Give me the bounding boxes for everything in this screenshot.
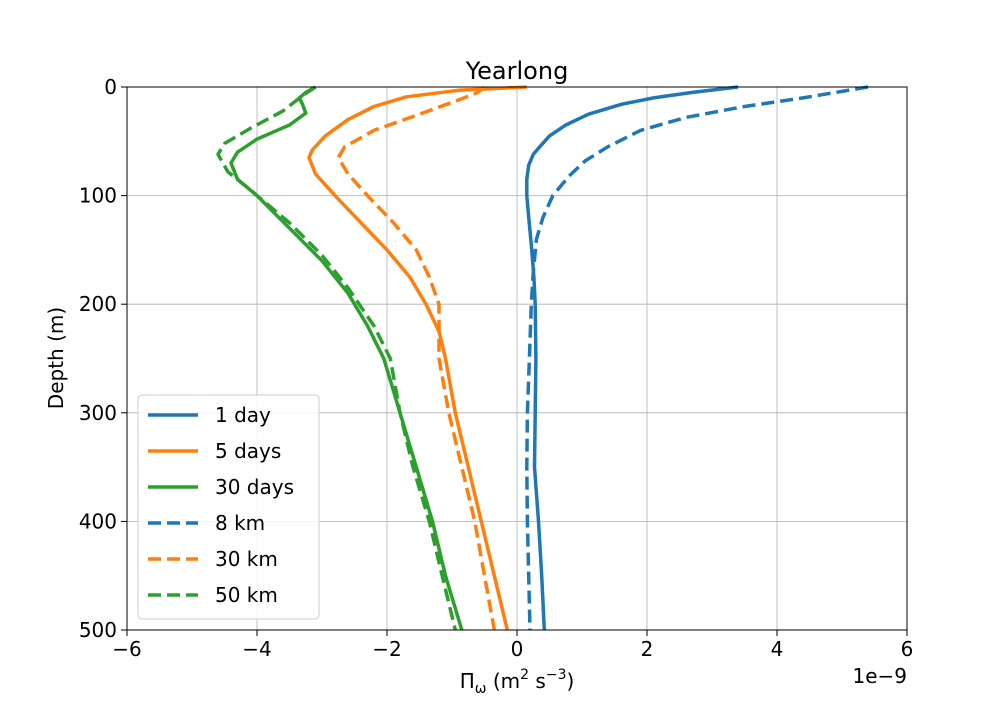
y-axis-label: Depth (m)	[44, 307, 68, 409]
y-axis-ticks: 0 100 200 300 400 500	[79, 75, 127, 642]
legend: 1 day 5 days 30 days 8 km 30 km 50 km	[137, 394, 320, 620]
series-line-8-km	[525, 85, 869, 631]
legend-label: 5 days	[215, 439, 281, 463]
y-tick-label: 300	[79, 401, 117, 425]
series-line-1-day	[525, 85, 739, 631]
y-tick-label: 0	[104, 75, 117, 99]
x-axis-ticks: −6 −4 −2 0 2 4 6	[112, 630, 913, 661]
y-tick-label: 400	[79, 509, 117, 533]
x-tick-label: 0	[511, 637, 524, 661]
legend-label: 1 day	[215, 403, 271, 427]
series-lines	[216, 85, 869, 631]
y-tick-label: 100	[79, 184, 117, 208]
x-tick-label: 2	[641, 637, 654, 661]
series-line-5-days	[307, 85, 527, 631]
x-tick-label: 4	[771, 637, 784, 661]
x-tick-label: −2	[372, 637, 401, 661]
legend-label: 50 km	[215, 583, 278, 607]
y-tick-label: 500	[79, 618, 117, 642]
x-tick-label: 6	[901, 637, 914, 661]
series-line-50-km	[216, 85, 458, 631]
series-line-30-km	[336, 85, 497, 631]
x-tick-label: −4	[242, 637, 271, 661]
x-axis-label: Πω (m2 s−3)	[460, 667, 575, 697]
legend-label: 30 km	[215, 547, 278, 571]
y-tick-label: 200	[79, 292, 117, 316]
x-axis-offset-label: 1e−9	[852, 664, 907, 688]
legend-label: 8 km	[215, 511, 265, 535]
x-tick-label: −6	[112, 637, 141, 661]
legend-label: 30 days	[215, 475, 294, 499]
chart-title: Yearlong	[465, 57, 569, 85]
